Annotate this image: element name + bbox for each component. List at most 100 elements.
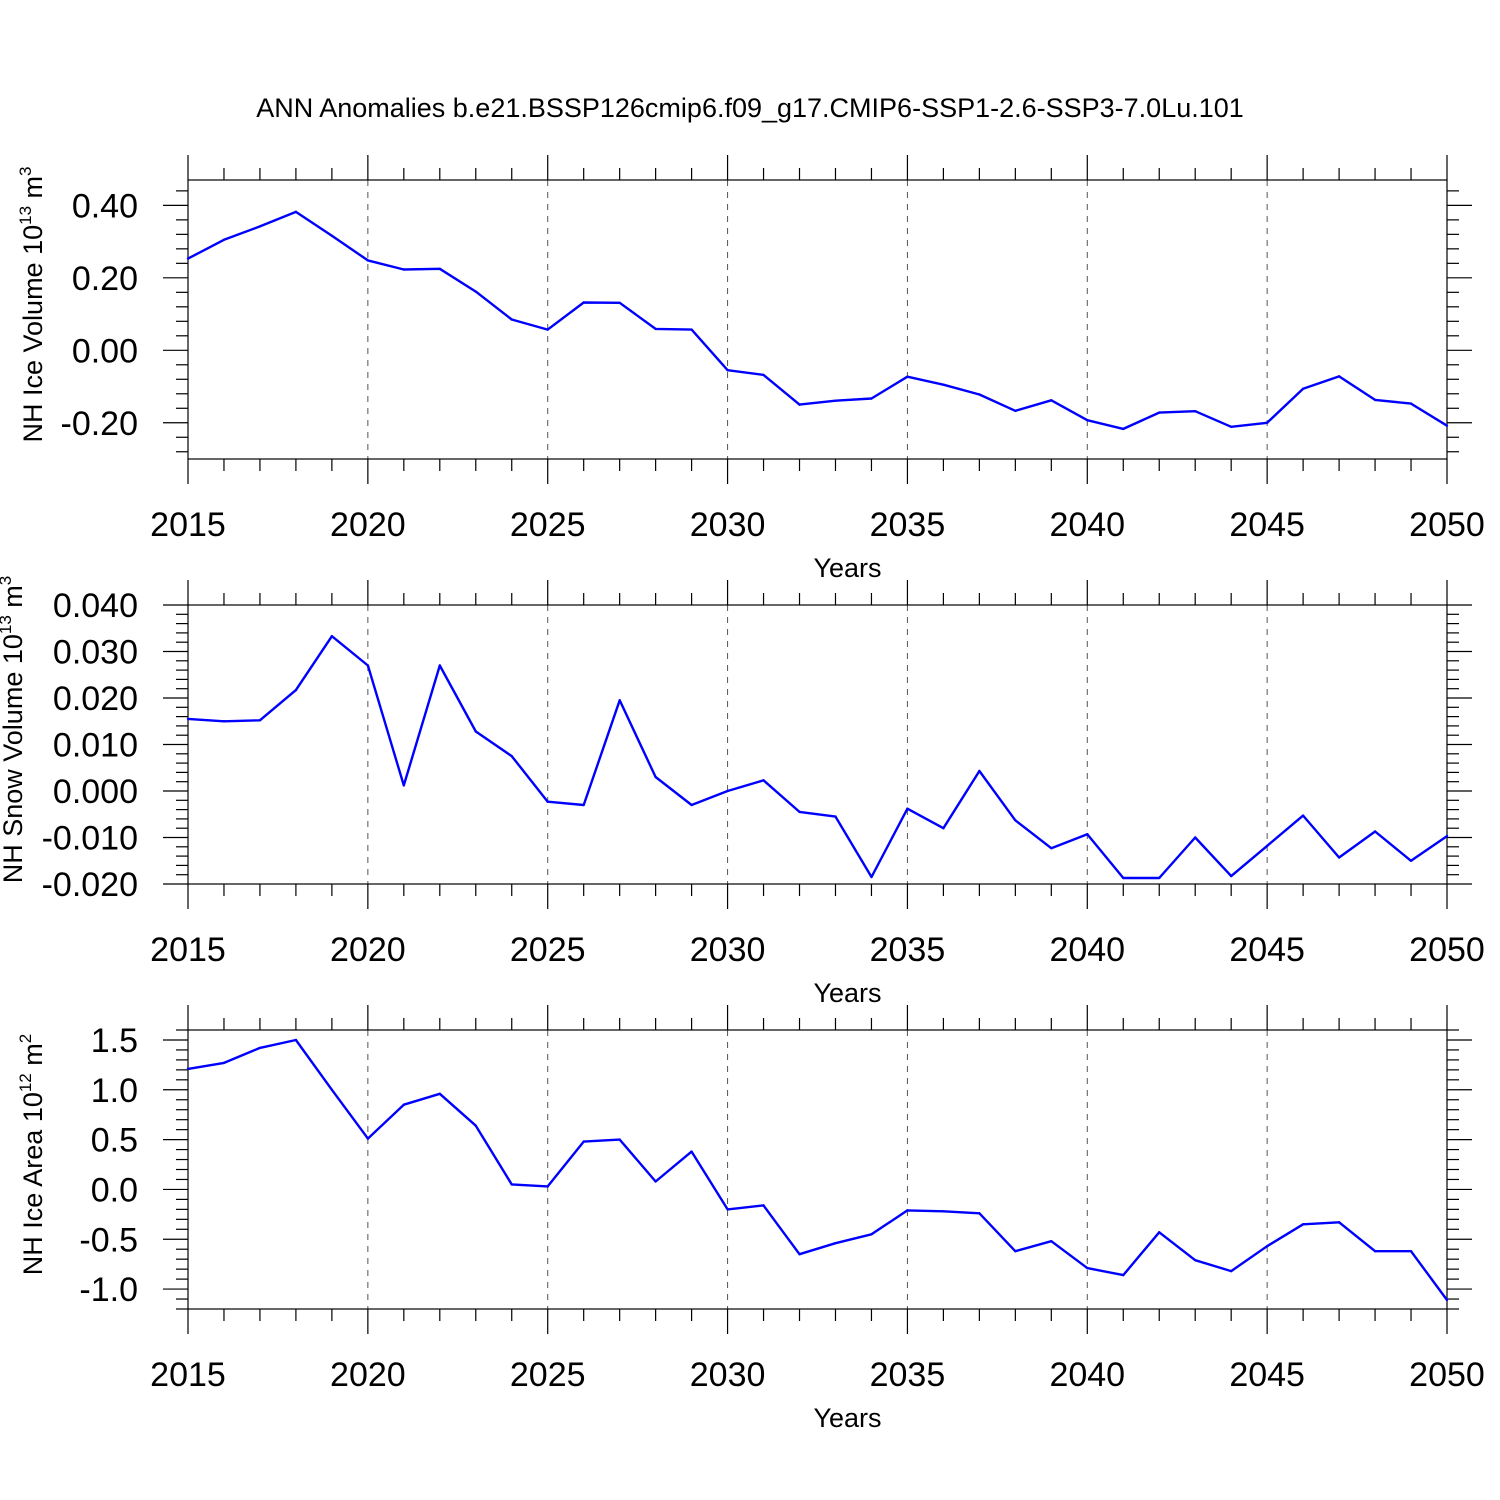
x-tick-label: 2015 (150, 1356, 226, 1394)
series-line (187, 1038, 1448, 1301)
x-tick-label: 2015 (150, 931, 226, 969)
data-point (870, 1233, 873, 1236)
data-point (258, 719, 262, 722)
x-tick-label: 2050 (1409, 506, 1485, 544)
data-point (186, 717, 190, 721)
x-tick-label: 2035 (870, 1356, 946, 1394)
data-point (870, 397, 873, 400)
data-point (834, 1242, 837, 1245)
data-point (1337, 1221, 1341, 1224)
data-point (1409, 859, 1413, 862)
data-point (1050, 1240, 1053, 1243)
data-point (330, 1088, 334, 1091)
data-point (1337, 856, 1341, 859)
data-point (726, 1208, 729, 1211)
data-point (654, 1180, 657, 1183)
data-point (222, 238, 226, 241)
plot-frame (187, 179, 1448, 460)
data-point (1445, 1298, 1449, 1302)
data-point (1265, 1245, 1269, 1248)
data-point (690, 1150, 693, 1153)
data-point (762, 779, 765, 782)
y-tick-label: 0.010 (53, 727, 138, 765)
x-tick-label: 2040 (1049, 931, 1125, 969)
x-tick-label: 2040 (1049, 1356, 1125, 1394)
y-axis-title: NH Snow Volume 1013 m3 (0, 576, 28, 884)
data-point (294, 688, 298, 692)
data-point (438, 664, 441, 667)
data-point (1194, 836, 1197, 839)
y-tick-label: -1.0 (79, 1271, 138, 1309)
data-point (510, 318, 513, 321)
data-point (1194, 1258, 1197, 1262)
x-tick-label: 2045 (1229, 1356, 1305, 1394)
data-point (726, 369, 729, 372)
x-tick-label: 2030 (690, 506, 766, 544)
data-point (402, 1103, 406, 1106)
y-tick-label: -0.20 (61, 405, 139, 443)
y-tick-label: 0.030 (53, 634, 138, 672)
y-tick-label: 0.20 (72, 260, 138, 298)
data-point (798, 1252, 801, 1256)
data-point (1014, 1250, 1017, 1253)
x-tick-label: 2045 (1229, 506, 1305, 544)
data-point (798, 403, 801, 406)
x-tick-label: 2035 (870, 506, 946, 544)
data-point (654, 775, 657, 779)
data-point (1229, 1269, 1233, 1273)
series-line (187, 635, 1448, 880)
panel-1: 0.40 0.20 0.00 -0.20 2015 2020 2025 2030 2035 204… (16, 155, 1485, 583)
figure-title: ANN Anomalies b.e21.BSSP126cmip6.f09_g17… (256, 93, 1244, 123)
data-point (1086, 419, 1089, 422)
data-point (762, 1204, 765, 1207)
data-point (1445, 834, 1449, 838)
data-point (1337, 375, 1341, 378)
y-tick-label: -0.5 (79, 1221, 138, 1259)
x-tick-label: 2030 (690, 931, 766, 969)
data-point (258, 225, 262, 228)
data-point (978, 769, 981, 773)
data-point (1265, 421, 1269, 424)
x-tick-label: 2045 (1229, 931, 1305, 969)
data-point (474, 730, 477, 733)
data-point (690, 328, 693, 331)
y-tick-label: 0.40 (72, 187, 138, 225)
data-point (366, 259, 370, 262)
y-tick-label: 1.0 (91, 1072, 138, 1110)
data-point (330, 634, 334, 638)
data-point (474, 1124, 477, 1127)
data-point (978, 1212, 981, 1215)
data-point (366, 1137, 370, 1140)
data-point (510, 1183, 513, 1186)
y-tick-label: 0.020 (53, 680, 138, 718)
y-tick-label: 0.0 (91, 1171, 138, 1209)
data-point (1086, 833, 1089, 836)
x-tick-label: 2035 (870, 931, 946, 969)
y-axis-title: NH Ice Volume 1013 m3 (16, 167, 48, 443)
data-point (618, 301, 621, 305)
plot-frame (187, 1029, 1448, 1310)
y-tick-label: -0.010 (42, 820, 138, 858)
data-point (1122, 876, 1125, 880)
data-point (1158, 411, 1161, 414)
data-point (726, 789, 729, 793)
panel-2: 0.040 0.030 0.020 0.010 0.000 -0.010 -0.020 201… (0, 576, 1485, 1008)
x-tick-label: 2020 (330, 931, 406, 969)
data-point (1086, 1266, 1089, 1270)
data-point (906, 1209, 909, 1212)
data-point (834, 399, 837, 402)
data-point (402, 268, 406, 271)
x-tick-label: 2030 (690, 1356, 766, 1394)
x-axis-title: Years (813, 1403, 881, 1433)
data-point (258, 1046, 262, 1050)
data-point (978, 393, 981, 396)
data-point (1050, 846, 1053, 850)
y-tick-label: 0.5 (91, 1122, 138, 1160)
data-point (1014, 409, 1017, 413)
data-point (1301, 387, 1305, 390)
data-point (294, 210, 298, 214)
x-tick-label: 2025 (510, 931, 586, 969)
data-point (618, 1138, 621, 1141)
y-tick-label: 0.000 (53, 773, 138, 811)
